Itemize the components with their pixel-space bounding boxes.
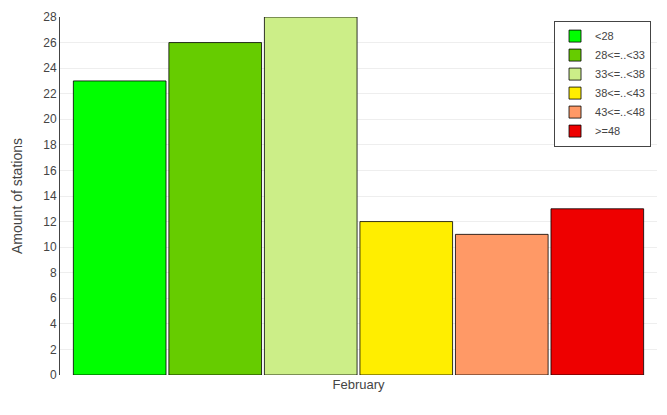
svg-text:38<=..<43: 38<=..<43 xyxy=(595,87,645,99)
svg-text:8: 8 xyxy=(50,266,57,280)
svg-text:12: 12 xyxy=(43,215,57,229)
svg-text:February: February xyxy=(332,377,385,392)
svg-text:28: 28 xyxy=(43,10,57,24)
svg-text:43<=..<48: 43<=..<48 xyxy=(595,106,645,118)
svg-text:2: 2 xyxy=(50,343,57,357)
svg-text:20: 20 xyxy=(43,112,57,126)
svg-text:6: 6 xyxy=(50,291,57,305)
svg-text:10: 10 xyxy=(43,240,57,254)
svg-text:22: 22 xyxy=(43,87,57,101)
svg-text:>=48: >=48 xyxy=(595,125,620,137)
svg-text:0: 0 xyxy=(50,368,57,382)
svg-text:26: 26 xyxy=(43,36,57,50)
svg-text:16: 16 xyxy=(43,164,57,178)
svg-text:33<=..<38: 33<=..<38 xyxy=(595,68,645,80)
svg-text:28<=..<33: 28<=..<33 xyxy=(595,49,645,61)
svg-text:24: 24 xyxy=(43,61,57,75)
svg-text:18: 18 xyxy=(43,138,57,152)
svg-text:14: 14 xyxy=(43,189,57,203)
svg-text:Amount of stations: Amount of stations xyxy=(9,138,25,254)
svg-text:4: 4 xyxy=(50,317,57,331)
svg-text:<28: <28 xyxy=(595,30,614,42)
